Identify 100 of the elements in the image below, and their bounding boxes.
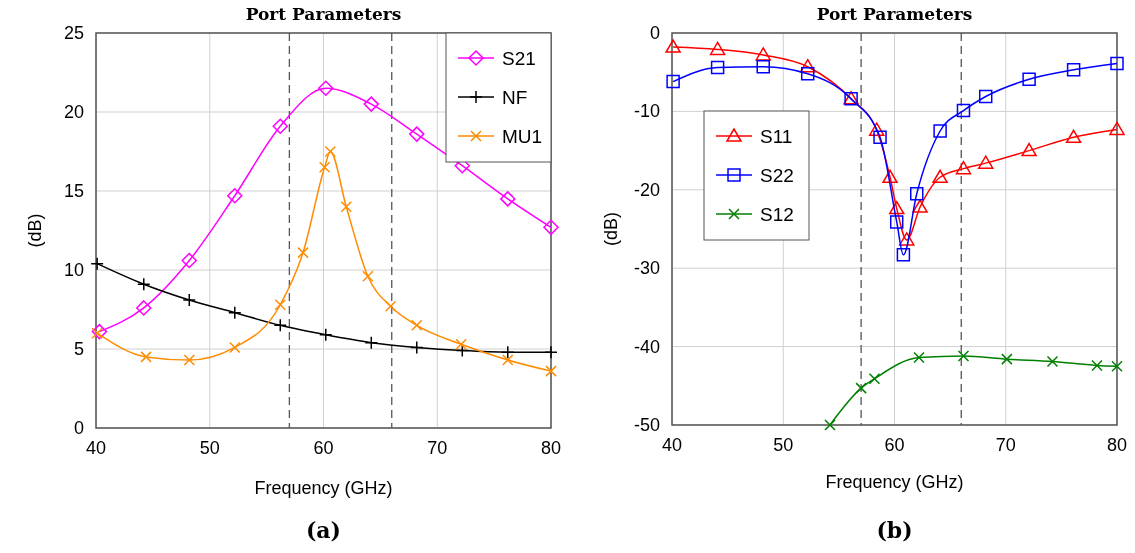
point [896,248,911,262]
point [666,74,680,89]
point [273,318,288,333]
point [932,169,948,184]
point [873,130,887,145]
point [324,145,337,158]
point [455,338,467,351]
x-tick-label: 70 [427,438,448,458]
point [501,345,515,359]
point [502,354,514,366]
point [272,118,289,134]
point [318,161,331,174]
point [1109,121,1125,136]
point [319,328,333,342]
point [363,96,380,112]
point [183,354,196,366]
point [227,187,243,204]
point [91,323,108,340]
y-axis-title: (dB) [25,213,45,248]
point [898,232,915,246]
point [978,89,993,104]
point [229,341,241,354]
y-tick-label: 15 [63,181,84,201]
point [340,201,352,213]
point [888,200,905,215]
point [912,199,928,213]
x-axis-title: Frequency (GHz) [254,478,393,498]
point [543,219,559,236]
y-tick-label: -20 [633,179,660,200]
point [140,351,152,363]
point [384,300,397,313]
point [1001,353,1013,365]
y-tick-label: 0 [649,23,660,43]
x-tick-label: 50 [199,438,220,458]
text: (a) [305,517,342,543]
chart-title: Port Parameters [245,4,402,24]
point [1065,129,1082,144]
x-tick-label: 60 [313,438,334,458]
y-tick-label: 0 [73,418,84,438]
point [545,365,557,377]
point [889,215,904,229]
point [709,41,726,56]
point [933,124,947,138]
point [90,256,104,271]
point [136,300,152,316]
y-tick-label: -40 [633,336,660,357]
chart-title: Port Parameters [816,4,973,24]
point [228,305,242,320]
x-tick-label: 80 [1106,435,1128,455]
point [1111,360,1123,372]
point [957,350,970,362]
point [137,277,151,291]
point [910,186,924,201]
point [544,345,558,359]
y-tick-label: -50 [633,415,660,435]
x-tick-label: 50 [773,435,794,455]
point [1046,355,1059,368]
y-tick-label: 20 [63,102,84,122]
x-tick-label: 70 [995,435,1016,455]
point [956,103,971,118]
legend-label: S21 [502,48,536,69]
x-tick-label: 40 [85,438,107,458]
point [1110,56,1124,71]
y-tick-label: 5 [73,339,84,359]
point [977,155,994,169]
point [409,126,425,142]
legend-label: S22 [760,165,794,186]
point [1022,72,1036,87]
point [410,340,424,355]
legend-label: S12 [760,204,794,225]
point [274,299,287,311]
y-axis-title: (dB) [601,211,621,247]
point [411,319,423,332]
point [364,335,379,350]
y-tick-label: -30 [633,258,660,279]
point [868,122,885,136]
x-tick-label: 40 [661,435,683,455]
point [882,169,898,184]
point [1066,63,1081,77]
y-tick-label: 10 [63,260,84,280]
point [665,39,681,53]
point [181,252,198,269]
point [755,47,771,61]
point [710,60,725,75]
point [182,293,197,307]
y-tick-label: -10 [633,101,660,122]
point [500,191,516,207]
point [297,246,309,259]
legend-label: NF [502,87,528,108]
point [855,382,867,394]
x-axis-title: Frequency (GHz) [825,472,964,492]
point [955,160,972,175]
legend-label: MU1 [502,126,543,147]
point [1021,142,1037,157]
legend-label: S11 [760,126,793,147]
x-tick-label: 60 [884,435,905,455]
text: (b) [876,517,913,543]
x-tick-label: 80 [540,438,562,458]
point [318,80,334,97]
point [824,419,836,431]
